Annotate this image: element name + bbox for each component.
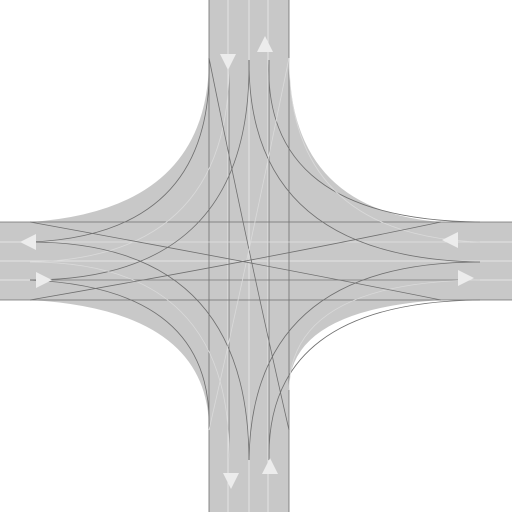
direction-arrows bbox=[20, 36, 474, 489]
left-icon bbox=[442, 232, 458, 248]
down-icon bbox=[223, 473, 239, 489]
turn-path bbox=[29, 221, 442, 301]
turn-path bbox=[208, 57, 290, 431]
turn-path bbox=[29, 59, 250, 281]
turn-path bbox=[288, 279, 481, 391]
right-icon bbox=[458, 270, 474, 286]
up-icon bbox=[262, 458, 278, 474]
turn-path bbox=[288, 57, 481, 243]
up-icon bbox=[257, 36, 273, 52]
turn-path bbox=[29, 59, 230, 263]
turn-path bbox=[248, 59, 481, 263]
turn-path bbox=[29, 241, 250, 461]
turn-path bbox=[29, 57, 210, 243]
right-icon bbox=[36, 272, 52, 288]
turn-path bbox=[268, 59, 481, 223]
down-icon bbox=[220, 54, 236, 70]
turn-path bbox=[29, 261, 230, 461]
turn-path bbox=[268, 299, 481, 461]
turn-path bbox=[29, 279, 210, 431]
turn-path bbox=[248, 261, 481, 461]
turn-path bbox=[208, 57, 290, 431]
left-icon bbox=[20, 234, 36, 250]
